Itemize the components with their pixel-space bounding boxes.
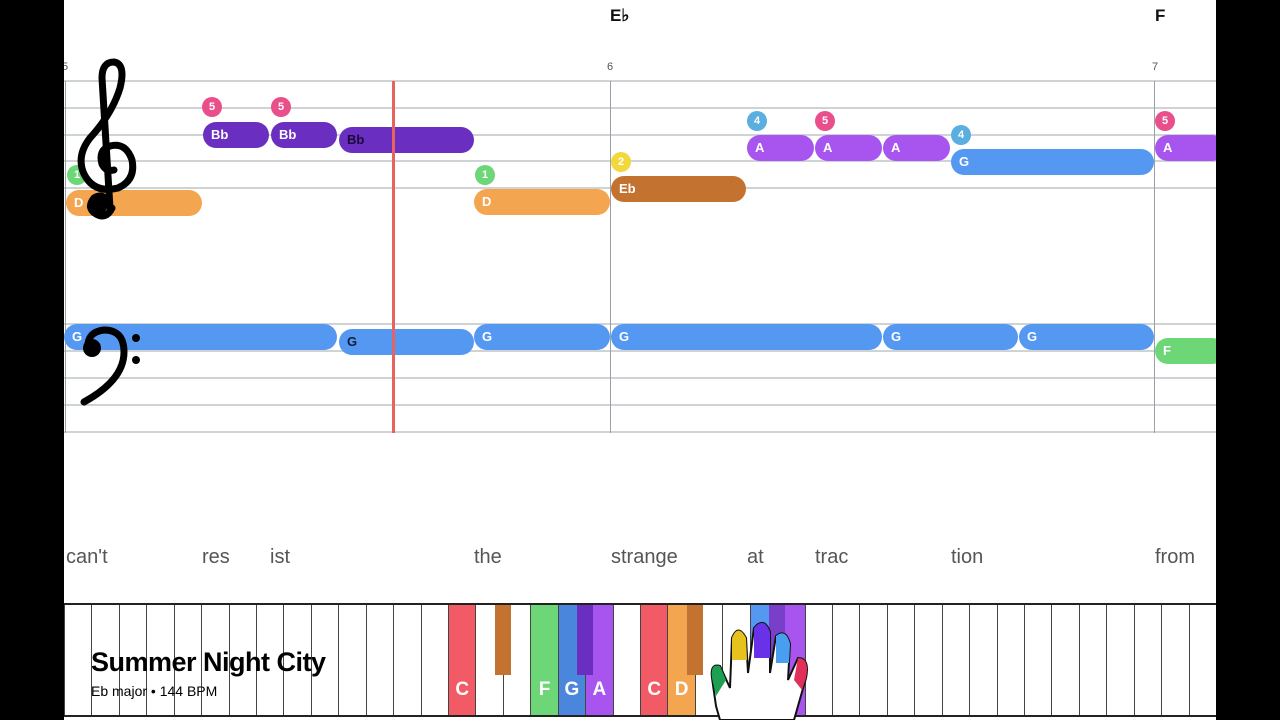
bass-clef-icon: [80, 326, 140, 406]
note-bar: A: [815, 135, 882, 161]
black-key[interactable]: [686, 605, 703, 675]
note-bar: A: [1155, 135, 1216, 161]
white-key-E[interactable]: [1078, 605, 1106, 715]
note-bar: Bb: [339, 127, 474, 153]
note-bar: D: [474, 189, 610, 215]
note-bar: F: [1155, 338, 1216, 364]
black-key[interactable]: [605, 605, 621, 675]
measure-number: 6: [607, 61, 614, 73]
black-key[interactable]: [1181, 605, 1197, 675]
song-title: Summer Night City: [91, 647, 326, 677]
white-key-C[interactable]: C: [448, 605, 476, 715]
white-key-B[interactable]: [996, 605, 1024, 715]
white-key-C[interactable]: [64, 605, 91, 715]
lyric: can't: [66, 546, 108, 568]
white-key-C[interactable]: [1024, 605, 1051, 715]
black-key[interactable]: [851, 605, 867, 675]
note-bar: A: [747, 135, 814, 161]
lyric: strange: [611, 546, 678, 568]
finger-number: 5: [202, 97, 222, 117]
white-key-E[interactable]: [310, 605, 338, 715]
white-key-A[interactable]: [1161, 605, 1188, 715]
white-key-B[interactable]: [1188, 605, 1216, 715]
white-key-F[interactable]: [338, 605, 365, 715]
black-key[interactable]: [659, 605, 675, 675]
white-key-D[interactable]: [859, 605, 886, 715]
white-key-D[interactable]: [475, 605, 502, 715]
note-bar: A: [883, 135, 950, 161]
measure-number: 5: [64, 61, 69, 73]
white-key-B[interactable]: [228, 605, 256, 715]
finger-number: 1: [475, 165, 495, 185]
white-key-G[interactable]: [941, 605, 969, 715]
white-key-F[interactable]: [1106, 605, 1133, 715]
black-key[interactable]: [989, 605, 1005, 675]
lyric: res: [202, 546, 230, 568]
white-key-D[interactable]: [283, 605, 310, 715]
white-key-A[interactable]: [201, 605, 228, 715]
black-key[interactable]: [1071, 605, 1087, 675]
black-key[interactable]: [413, 605, 429, 675]
note-bar: Eb: [611, 176, 746, 202]
white-key-F[interactable]: [146, 605, 173, 715]
white-key-E[interactable]: [886, 605, 914, 715]
white-key-D[interactable]: [91, 605, 118, 715]
black-key[interactable]: [934, 605, 950, 675]
white-key-G[interactable]: [1133, 605, 1161, 715]
white-key-C[interactable]: C: [640, 605, 668, 715]
black-key[interactable]: [577, 605, 594, 675]
finger-number: 4: [951, 125, 971, 145]
black-key[interactable]: [1043, 605, 1059, 675]
note-bar: G: [1019, 324, 1154, 350]
white-key-A[interactable]: [969, 605, 996, 715]
lyric: ist: [270, 546, 290, 568]
black-key[interactable]: [879, 605, 895, 675]
note-bar: G: [474, 324, 610, 350]
chord-label: E♭: [610, 6, 630, 25]
finger-number: 4: [747, 111, 767, 131]
black-key[interactable]: [1153, 605, 1169, 675]
white-key-E[interactable]: [118, 605, 146, 715]
black-key[interactable]: [467, 605, 483, 675]
white-key-C[interactable]: [832, 605, 859, 715]
black-key[interactable]: [358, 605, 374, 675]
lyric: tion: [951, 546, 984, 568]
note-bar: G: [951, 149, 1154, 175]
finger-number: 5: [1155, 111, 1175, 131]
white-key-G[interactable]: [173, 605, 201, 715]
playhead[interactable]: [392, 81, 395, 433]
finger-number: 5: [271, 97, 291, 117]
lyric: the: [474, 546, 502, 568]
black-key[interactable]: [961, 605, 977, 675]
white-key-F[interactable]: F: [530, 605, 558, 715]
lyric: from: [1155, 546, 1195, 568]
black-key[interactable]: [550, 605, 566, 675]
white-key-B[interactable]: [612, 605, 640, 715]
sheet-music-view: E♭ F 5 6 7 D 1 Bb 5 Bb 5 Bb D 1 Eb 2 A 4…: [64, 0, 1216, 720]
black-key[interactable]: [494, 605, 511, 675]
hand-icon: [710, 621, 808, 720]
treble-clef-icon: [77, 58, 137, 220]
note-bar: G: [339, 329, 474, 355]
lyric: trac: [815, 546, 849, 568]
white-key-A[interactable]: [393, 605, 420, 715]
note-bar: Bb: [271, 122, 337, 148]
white-key-F[interactable]: [914, 605, 941, 715]
white-key-F[interactable]: [722, 605, 749, 715]
measure-number: 7: [1152, 61, 1159, 73]
black-key[interactable]: [385, 605, 401, 675]
note-bar: G: [883, 324, 1018, 350]
white-key-B[interactable]: [420, 605, 448, 715]
chord-label: F: [1155, 6, 1166, 25]
white-key-C[interactable]: [256, 605, 283, 715]
song-subtitle: Eb major • 144 BPM: [91, 683, 218, 699]
white-key-G[interactable]: [365, 605, 393, 715]
note-bar: Bb: [203, 122, 269, 148]
lyric: at: [747, 546, 764, 568]
white-key-D[interactable]: [1051, 605, 1078, 715]
finger-number: 5: [815, 111, 835, 131]
finger-number: 2: [611, 152, 631, 172]
black-key[interactable]: [1126, 605, 1142, 675]
note-bar: G: [611, 324, 882, 350]
